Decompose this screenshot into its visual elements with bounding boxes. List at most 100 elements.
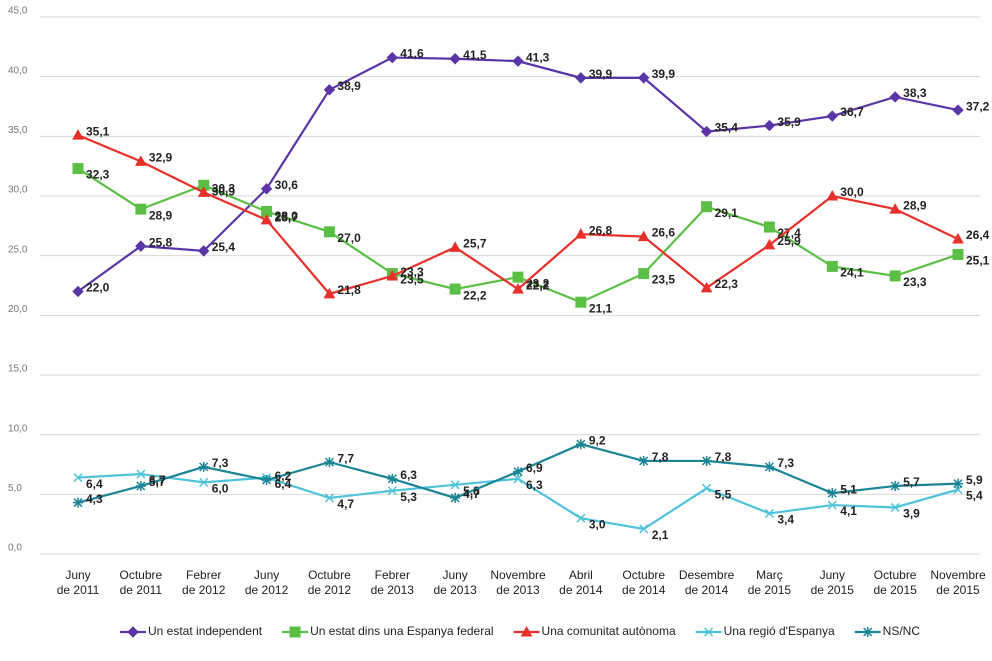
marker	[323, 287, 336, 299]
marker	[73, 497, 83, 508]
marker	[862, 627, 873, 637]
marker	[764, 508, 774, 518]
value-label: 5,3	[400, 490, 417, 504]
value-label: 22,3	[715, 277, 739, 291]
marker	[136, 469, 146, 479]
marker	[72, 285, 84, 298]
value-label: 27,4	[777, 226, 801, 240]
marker	[763, 119, 776, 132]
value-label: 39,9	[652, 67, 676, 81]
value-label: 5,1	[840, 482, 857, 496]
y-tick-label: 5,0	[8, 483, 22, 494]
marker	[575, 228, 587, 239]
series-line	[77, 56, 959, 293]
marker	[826, 189, 839, 201]
x-tick-label: Octubre de 2014	[622, 568, 666, 597]
marker	[827, 500, 837, 510]
value-label: 23,3	[903, 275, 927, 289]
marker	[323, 226, 335, 238]
value-label: 28,7	[275, 211, 299, 225]
marker	[575, 439, 586, 450]
value-label: 25,4	[212, 240, 236, 254]
value-label: 30,0	[840, 185, 864, 199]
value-label: 23,2	[526, 276, 550, 290]
marker	[702, 483, 712, 493]
marker	[197, 186, 210, 197]
y-tick-label: 45,0	[8, 6, 28, 17]
value-label: 28,9	[903, 198, 927, 212]
value-label: 32,3	[86, 168, 110, 182]
value-label: 24,1	[840, 266, 864, 280]
legend-item: Una comunitat autònoma	[513, 624, 676, 638]
value-label: 26,8	[589, 223, 613, 237]
y-tick-label: 20,0	[8, 304, 28, 315]
marker	[512, 55, 524, 67]
x-tick-label: Abril de 2014	[559, 568, 603, 597]
value-label: 23,5	[400, 273, 424, 287]
y-tick-label: 25,0	[8, 244, 28, 255]
marker	[889, 270, 901, 282]
marker	[889, 203, 901, 214]
marker	[639, 524, 649, 534]
marker	[890, 502, 900, 512]
x-tick-label: Març de 2015	[748, 568, 792, 597]
value-label: 35,9	[777, 115, 801, 129]
x-tick-label: Juny de 2012	[245, 568, 289, 597]
legend-label: Un estat independent	[148, 624, 263, 638]
value-label: 30,9	[212, 184, 236, 198]
y-tick-label: 30,0	[8, 185, 28, 196]
value-label: 25,7	[463, 236, 487, 250]
marker	[72, 163, 84, 175]
marker	[763, 238, 776, 250]
value-label: 3,0	[589, 517, 606, 531]
marker	[387, 473, 398, 484]
value-label: 23,5	[652, 273, 676, 287]
value-label: 4,7	[463, 487, 480, 501]
x-tick-label: Desembre de 2014	[679, 568, 735, 597]
marker	[520, 625, 533, 637]
value-label: 28,9	[149, 208, 173, 222]
legend-item: NS/NC	[854, 624, 920, 638]
marker	[701, 455, 712, 466]
value-label: 6,4	[275, 477, 292, 491]
value-label: 5,4	[966, 489, 983, 503]
marker	[952, 248, 964, 260]
marker	[953, 478, 963, 489]
value-label: 3,9	[903, 507, 920, 521]
value-label: 4,7	[337, 497, 354, 511]
marker	[198, 461, 209, 472]
value-label: 6,9	[526, 461, 543, 475]
x-tick-label: Novembre de 2013	[490, 568, 546, 597]
value-label: 21,8	[337, 283, 361, 297]
marker	[289, 626, 301, 638]
marker	[890, 480, 901, 491]
value-label: 30,6	[275, 178, 299, 192]
marker	[135, 480, 146, 491]
marker	[637, 230, 650, 242]
marker	[576, 513, 586, 523]
value-label: 35,4	[715, 121, 739, 135]
marker	[73, 473, 83, 483]
value-label: 6,3	[526, 478, 543, 492]
value-label: 29,1	[715, 206, 739, 220]
marker	[638, 455, 649, 466]
marker	[513, 474, 523, 484]
marker	[952, 232, 964, 244]
marker	[826, 110, 838, 122]
marker	[135, 155, 147, 166]
legend-label: Una regió d'Espanya	[724, 624, 835, 638]
value-label: 38,3	[903, 86, 927, 100]
marker	[826, 260, 838, 272]
value-label: 23,3	[400, 265, 424, 279]
y-tick-label: 10,0	[8, 423, 28, 434]
marker	[127, 626, 139, 638]
value-label: 39,9	[589, 67, 613, 81]
value-label: 7,7	[337, 451, 354, 465]
marker	[199, 477, 209, 487]
x-tick-label: Octubre de 2012	[308, 568, 352, 597]
marker	[387, 486, 397, 496]
marker	[763, 221, 775, 233]
value-label: 28,0	[275, 209, 299, 223]
value-label: 37,2	[966, 99, 990, 113]
